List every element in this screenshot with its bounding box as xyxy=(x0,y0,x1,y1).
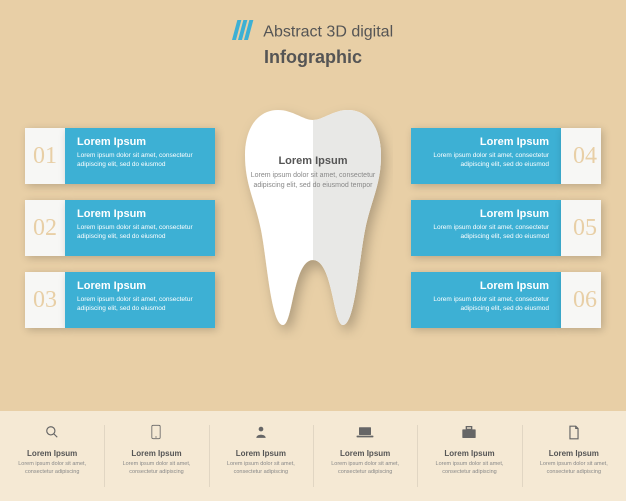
info-item-06: 06 Lorem Ipsum Lorem ipsum dolor sit amet,… xyxy=(411,272,601,328)
center-desc: Lorem ipsum dolor sit amet, consectetur … xyxy=(243,171,383,191)
footer-cell-5: Lorem Ipsum Lorem ipsum dolor sit amet, c… xyxy=(417,411,521,501)
item-desc: Lorem ipsum dolor sit amet, consectetur … xyxy=(423,151,549,169)
info-item-03: 03 Lorem Ipsum Lorem ipsum dolor sit amet,… xyxy=(25,272,215,328)
info-item-05: 05 Lorem Ipsum Lorem ipsum dolor sit amet,… xyxy=(411,200,601,256)
item-title: Lorem Ipsum xyxy=(77,280,203,292)
header-title-line1: Abstract 3D digital xyxy=(263,24,393,41)
info-item-01: 01 Lorem Ipsum Lorem ipsum dolor sit amet,… xyxy=(25,128,215,184)
center-text: Lorem Ipsum Lorem ipsum dolor sit amet, … xyxy=(243,155,383,191)
info-item-02: 02 Lorem Ipsum Lorem ipsum dolor sit amet,… xyxy=(25,200,215,256)
footer-title: Lorem Ipsum xyxy=(6,449,98,458)
footer-title: Lorem Ipsum xyxy=(110,449,202,458)
item-body: Lorem Ipsum Lorem ipsum dolor sit amet, c… xyxy=(411,200,561,256)
item-body: Lorem Ipsum Lorem ipsum dolor sit amet, c… xyxy=(65,128,215,184)
header: Abstract 3D digital Infographic xyxy=(0,20,626,68)
item-body: Lorem Ipsum Lorem ipsum dolor sit amet, c… xyxy=(65,200,215,256)
item-body: Lorem Ipsum Lorem ipsum dolor sit amet, c… xyxy=(411,128,561,184)
item-body: Lorem Ipsum Lorem ipsum dolor sit amet, c… xyxy=(65,272,215,328)
item-number: 06 xyxy=(561,272,601,328)
footer-title: Lorem Ipsum xyxy=(528,449,620,458)
footer-cell-2: Lorem Ipsum Lorem ipsum dolor sit amet, c… xyxy=(104,411,208,501)
item-desc: Lorem ipsum dolor sit amet, consectetur … xyxy=(77,151,203,169)
search-icon xyxy=(6,423,98,441)
item-title: Lorem Ipsum xyxy=(77,208,203,220)
footer-cell-6: Lorem Ipsum Lorem ipsum dolor sit amet, c… xyxy=(522,411,626,501)
tooth-icon xyxy=(233,100,393,340)
item-title: Lorem Ipsum xyxy=(423,208,549,220)
item-number: 01 xyxy=(25,128,65,184)
item-desc: Lorem ipsum dolor sit amet, consectetur … xyxy=(423,295,549,313)
item-desc: Lorem ipsum dolor sit amet, consectetur … xyxy=(77,295,203,313)
item-title: Lorem Ipsum xyxy=(77,136,203,148)
user-icon xyxy=(215,423,307,441)
item-title: Lorem Ipsum xyxy=(423,136,549,148)
footer-desc: Lorem ipsum dolor sit amet, consectetur … xyxy=(110,461,202,476)
footer-desc: Lorem ipsum dolor sit amet, consectetur … xyxy=(528,461,620,476)
briefcase-icon xyxy=(423,423,515,441)
footer-title: Lorem Ipsum xyxy=(215,449,307,458)
item-number: 02 xyxy=(25,200,65,256)
footer-cell-1: Lorem Ipsum Lorem ipsum dolor sit amet, c… xyxy=(0,411,104,501)
item-desc: Lorem ipsum dolor sit amet, consectetur … xyxy=(77,223,203,241)
header-stripes-icon xyxy=(229,20,254,45)
item-number: 05 xyxy=(561,200,601,256)
laptop-icon xyxy=(319,423,411,441)
footer: Lorem Ipsum Lorem ipsum dolor sit amet, c… xyxy=(0,411,626,501)
footer-desc: Lorem ipsum dolor sit amet, consectetur … xyxy=(6,461,98,476)
footer-cell-3: Lorem Ipsum Lorem ipsum dolor sit amet, c… xyxy=(209,411,313,501)
header-title-line2: Infographic xyxy=(0,47,626,68)
footer-desc: Lorem ipsum dolor sit amet, consectetur … xyxy=(423,461,515,476)
footer-desc: Lorem ipsum dolor sit amet, consectetur … xyxy=(215,461,307,476)
item-number: 03 xyxy=(25,272,65,328)
footer-cell-4: Lorem Ipsum Lorem ipsum dolor sit amet, c… xyxy=(313,411,417,501)
item-body: Lorem Ipsum Lorem ipsum dolor sit amet, c… xyxy=(411,272,561,328)
item-desc: Lorem ipsum dolor sit amet, consectetur … xyxy=(423,223,549,241)
item-number: 04 xyxy=(561,128,601,184)
mobile-icon xyxy=(110,423,202,441)
footer-title: Lorem Ipsum xyxy=(423,449,515,458)
footer-title: Lorem Ipsum xyxy=(319,449,411,458)
item-title: Lorem Ipsum xyxy=(423,280,549,292)
footer-desc: Lorem ipsum dolor sit amet, consectetur … xyxy=(319,461,411,476)
center-title: Lorem Ipsum xyxy=(243,155,383,167)
info-item-04: 04 Lorem Ipsum Lorem ipsum dolor sit amet,… xyxy=(411,128,601,184)
paper-icon xyxy=(528,423,620,441)
